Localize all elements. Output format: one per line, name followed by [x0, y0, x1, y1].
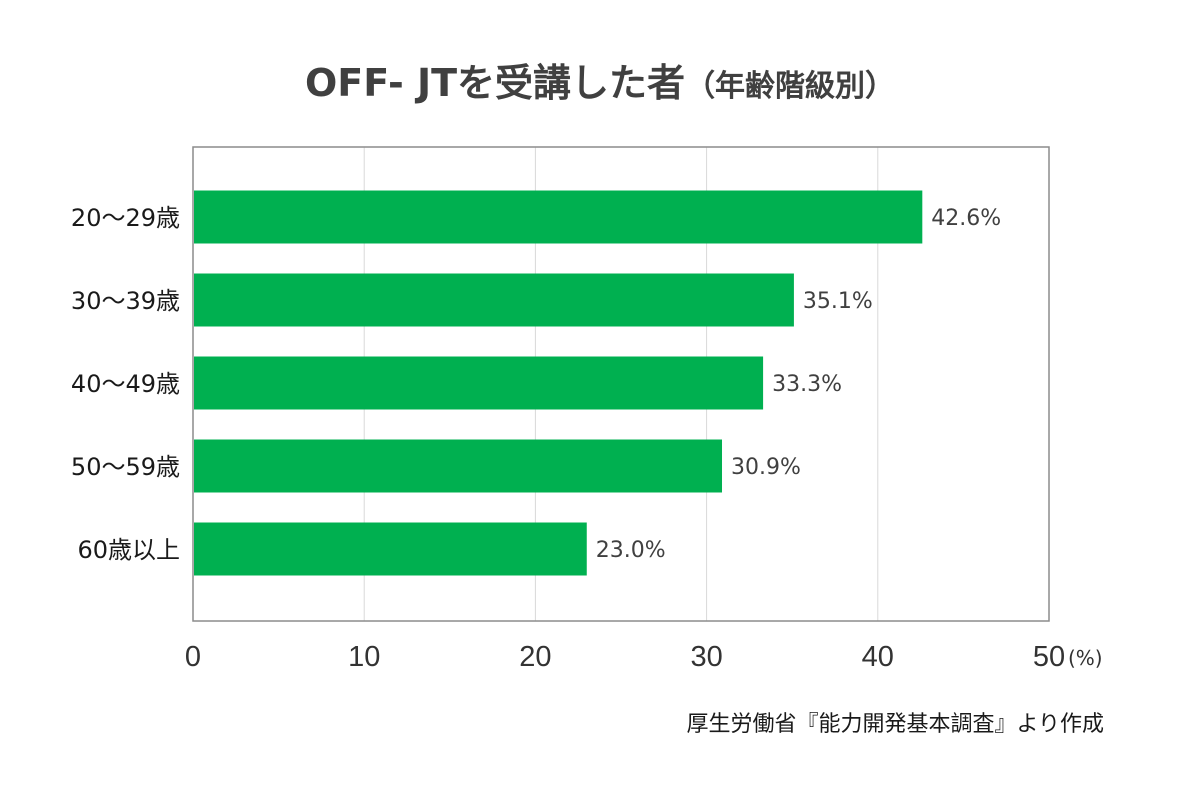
x-tick-label: 20 [519, 641, 551, 673]
bars [194, 190, 923, 576]
category-label: 40～49歳 [71, 370, 180, 398]
bar [194, 356, 764, 410]
data-label: 23.0% [596, 538, 666, 563]
x-tick-label: 30 [690, 641, 722, 673]
x-tick-label: 0 [185, 641, 201, 673]
data-label: 35.1% [803, 289, 873, 314]
data-labels: 42.6% 35.1% 33.3% 30.9% 23.0% [596, 206, 1001, 563]
x-tick-label: 40 [862, 641, 894, 673]
category-label: 20～29歳 [71, 204, 180, 232]
category-label: 50～59歳 [71, 453, 180, 481]
category-label: 30～39歳 [71, 287, 180, 315]
x-tick-label: 50 [1033, 641, 1065, 673]
x-axis-ticks: 0 10 20 30 40 50 [185, 641, 1065, 673]
category-label: 60歳以上 [77, 536, 180, 564]
bar [194, 190, 923, 244]
chart-title-main: OFF- JTを受講した者 [304, 61, 686, 105]
chart-subtitle: （年齢階級別） [685, 69, 896, 104]
bar [194, 522, 587, 576]
bar [194, 439, 723, 493]
category-labels: 20～29歳 30～39歳 40～49歳 50～59歳 60歳以上 [71, 204, 180, 564]
chart-title: OFF- JTを受講した者（年齢階級別） [0, 52, 1200, 107]
x-tick-label: 10 [348, 641, 380, 673]
x-axis-unit: (%) [1068, 646, 1103, 670]
data-label: 30.9% [731, 455, 801, 480]
bar [194, 273, 794, 327]
source-note: 厚生労働省『能力開発基本調査』より作成 [686, 712, 1104, 737]
data-label: 33.3% [772, 372, 842, 397]
plot-area-frame [192, 146, 1050, 622]
data-label: 42.6% [931, 206, 1001, 231]
